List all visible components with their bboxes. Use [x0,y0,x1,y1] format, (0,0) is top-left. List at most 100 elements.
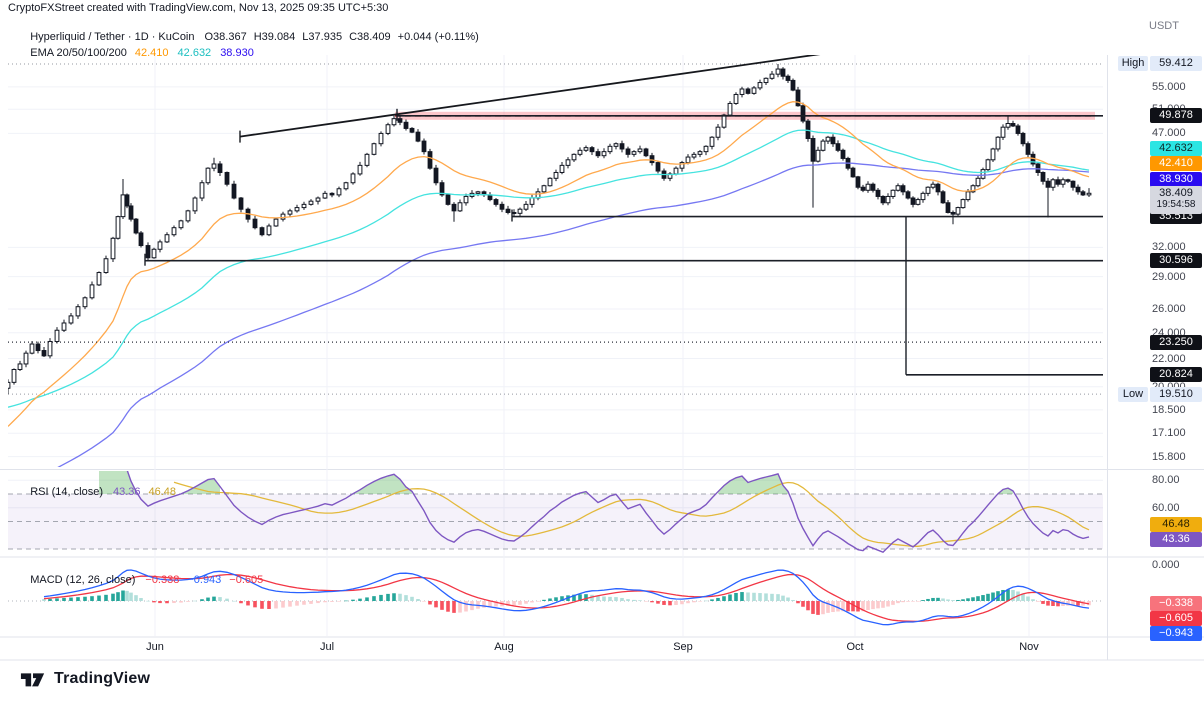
macd-histogram-bar [1041,601,1045,604]
ema50-line[interactable] [8,129,1090,408]
candle-down [1045,180,1051,188]
trendline[interactable] [239,51,840,138]
high-marker-label: High [1118,56,1148,72]
candle-up [75,306,81,317]
month-label-jun: Jun [146,641,164,653]
candle-up [715,126,721,138]
macd-histogram-bar [734,592,738,601]
candle-down [329,192,335,196]
macd-histogram-bar [232,600,236,602]
candle-up [685,156,691,164]
macd-signal-value: −0.605 [229,574,264,586]
level-price-label: 30.596 [1150,253,1202,269]
candle-up [322,192,328,199]
candle-up [733,93,739,104]
rsi-line[interactable] [99,458,1090,554]
macd-histogram-bar [871,601,875,610]
candle-down [35,343,41,352]
candle-down [1065,179,1071,182]
macd-histogram-bar [578,594,582,601]
rsi-pane[interactable] [8,458,1103,554]
candle-down [415,131,421,142]
candle-up [171,227,177,236]
macd-histogram-bar [165,601,169,604]
macd-histogram-bar [801,601,805,607]
candle-up [205,167,211,184]
macd-histogram-bar [590,594,594,601]
macd-histogram-bar [668,601,672,606]
candle-down [745,88,751,94]
candle-up [970,185,976,193]
macd-histogram-bar [866,601,870,611]
candle-up [364,153,370,166]
candle-up [727,102,733,116]
macd-pane[interactable] [8,569,1103,626]
candle-down [870,183,876,191]
macd-histogram-bar [76,597,80,601]
main-price-pane[interactable] [6,51,1103,494]
candle-down [421,140,427,153]
ema100-line[interactable] [8,162,1090,494]
candles-layer[interactable] [6,63,1092,395]
macd-histogram-bar [139,598,143,601]
candle-down [439,182,445,196]
candle-up [757,82,763,89]
candle-up [980,169,986,179]
candle-down [795,89,801,107]
candle-down [850,167,856,178]
quote-currency-label[interactable]: USDT [1149,20,1179,32]
tradingview-logo[interactable]: TradingView [20,668,150,690]
rsi-axis-tick: 80.00 [1152,474,1180,487]
candle-down [800,105,806,122]
macd-histogram-bar [620,597,624,601]
price-axis-tick: 26.000 [1152,302,1186,315]
candle-up [739,88,745,95]
macd-histogram-bar [698,601,702,602]
macd-histogram-bar [1026,596,1030,601]
candle-up [199,182,205,199]
candle-up [565,159,571,166]
macd-histogram-bar [826,601,830,613]
candle-up [895,185,901,191]
macd-legend-row[interactable]: MACD (12, 26, close) −0.338 −0.943 −0.605 [18,562,271,598]
macd-histogram-bar [152,601,156,603]
candle-up [23,352,29,365]
ema-legend-row[interactable]: EMA 20/50/100/200 42.410 42.632 38.930 [18,35,263,71]
candle-up [607,145,613,153]
macd-histogram-bar [981,595,985,601]
macd-histogram-bar [991,592,995,601]
candle-down [1010,123,1016,127]
macd-histogram-bar [584,594,588,601]
ema20-line[interactable] [8,101,1090,427]
candle-up [679,162,685,169]
candle-up [820,140,826,151]
macd-histogram-bar [372,596,376,601]
macd-histogram-bar [125,590,129,601]
candle-up [315,197,321,202]
macd-histogram-bar [302,601,306,605]
candle-down [1080,191,1086,196]
macd-histogram-bar [956,599,960,601]
macd-histogram-bar [48,598,52,601]
candle-up [164,234,170,243]
macd-histogram-bar [811,601,815,614]
macd-line[interactable] [43,569,1090,626]
candle-down [259,227,265,236]
candle-down [224,171,230,185]
rsi-ma-line[interactable] [173,481,1090,547]
rsi-legend-row[interactable]: RSI (14, close) 43.36 46.48 [18,474,184,510]
symbol-legend-row[interactable]: Hyperliquid / Tether · 1D · KuCoin O38.36… [18,19,486,55]
candle-down [880,195,886,204]
candle-down [785,75,791,81]
rsi-axis-label: 43.36 [1150,531,1202,547]
ema50-value: 42.632 [177,47,212,59]
candle-up [294,207,300,212]
candle-up [547,177,553,187]
candle-down [810,138,816,162]
macd-histogram-bar [632,599,636,601]
macd-histogram-bar [518,601,522,605]
candle-up [8,381,11,389]
macd-histogram-bar [722,596,726,601]
macd-histogram-bar [536,601,540,602]
